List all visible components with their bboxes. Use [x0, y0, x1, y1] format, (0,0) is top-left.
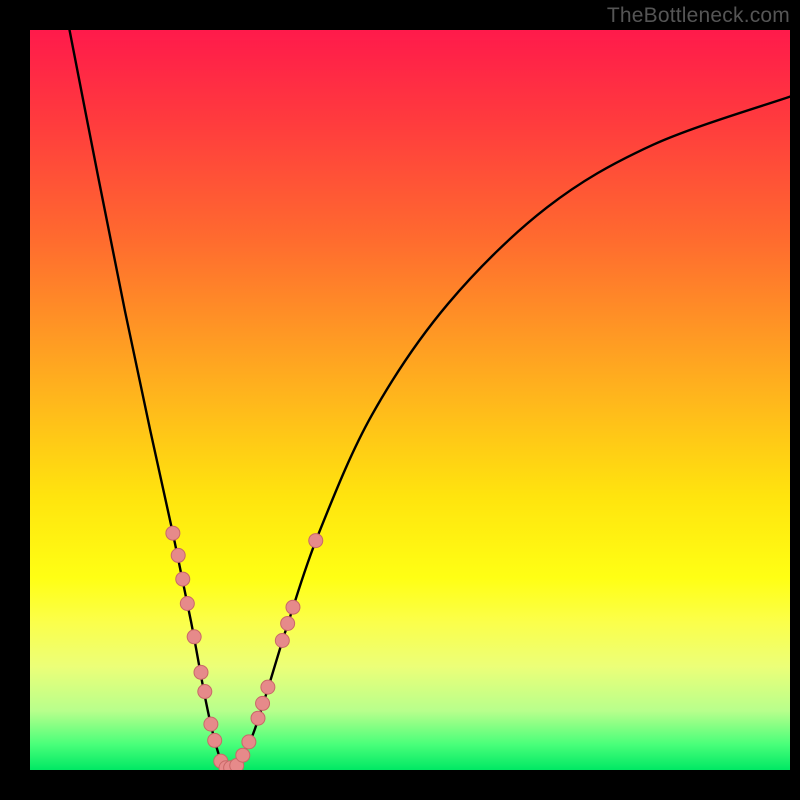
data-marker [261, 680, 275, 694]
data-marker [242, 735, 256, 749]
data-marker [309, 534, 323, 548]
data-marker [275, 634, 289, 648]
data-marker [166, 526, 180, 540]
chart-container: TheBottleneck.com [0, 0, 800, 800]
data-marker [286, 600, 300, 614]
data-marker [194, 665, 208, 679]
data-marker [251, 711, 265, 725]
data-marker [281, 616, 295, 630]
data-marker [236, 748, 250, 762]
watermark-text: TheBottleneck.com [607, 4, 790, 28]
plot-area [30, 30, 790, 770]
bottleneck-curve-chart [30, 30, 790, 770]
data-marker [256, 696, 270, 710]
data-marker [208, 733, 222, 747]
data-marker [204, 717, 218, 731]
data-marker [176, 572, 190, 586]
data-marker [187, 630, 201, 644]
data-marker [180, 597, 194, 611]
data-marker [198, 685, 212, 699]
data-marker [171, 548, 185, 562]
